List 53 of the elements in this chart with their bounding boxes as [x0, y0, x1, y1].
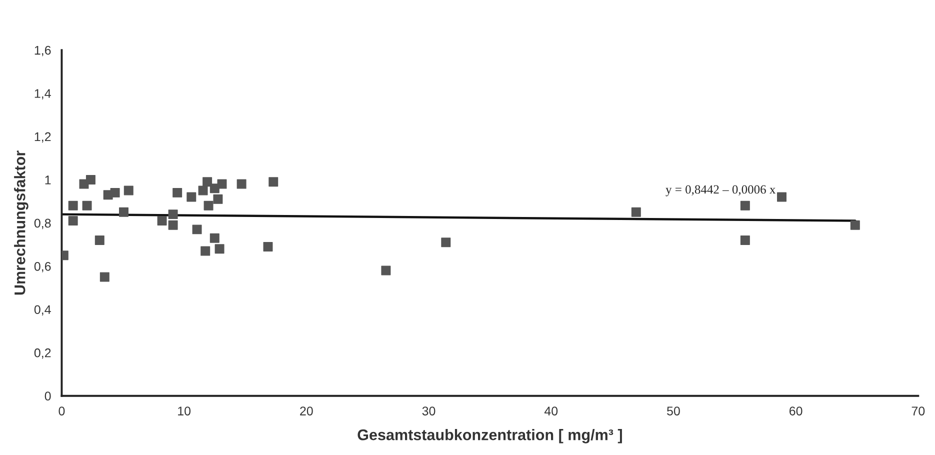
point: [441, 238, 451, 248]
point: [268, 177, 278, 187]
point: [124, 186, 134, 196]
x-tick-label: 30: [422, 406, 436, 416]
y-tick-label: 1,4: [34, 89, 51, 100]
point: [200, 246, 210, 256]
point: [186, 192, 196, 202]
point: [213, 194, 223, 204]
point: [68, 200, 78, 210]
annotation: y = 0,8442 – 0,0006 x: [666, 185, 776, 196]
point: [94, 236, 104, 245]
y-tick-label: 1,2: [34, 132, 51, 143]
y-axis-title: Umrechnungsfaktor: [14, 150, 28, 295]
point: [210, 233, 220, 243]
point: [381, 266, 391, 276]
point: [214, 244, 224, 254]
point: [204, 200, 214, 210]
y-tick-label: 0,8: [34, 218, 51, 230]
y-tick-label: 1: [45, 176, 51, 184]
point: [110, 188, 120, 198]
point: [631, 207, 641, 217]
point: [198, 186, 208, 196]
x-axis-title: Gesamtstaubkonzentration [ mg/m³ ]: [358, 429, 622, 444]
y-tick-label: 0: [44, 392, 51, 400]
point: [100, 272, 110, 282]
point: [68, 216, 78, 226]
point: [202, 177, 212, 187]
y-tick-label: 0,2: [34, 348, 51, 359]
point: [82, 200, 92, 210]
point: [777, 192, 786, 202]
point: [119, 207, 128, 217]
point: [236, 179, 246, 189]
point: [263, 242, 273, 252]
point: [740, 236, 750, 245]
point: [740, 200, 750, 210]
point: [168, 220, 178, 230]
point: [217, 179, 227, 189]
y-tick-label: 1,6: [34, 46, 51, 56]
y-tick-label: 0,6: [34, 262, 51, 272]
point: [192, 224, 202, 234]
point: [168, 210, 178, 220]
point: [172, 188, 182, 198]
point: [850, 220, 860, 230]
x-tick-label: 60: [790, 406, 802, 416]
x-tick-label: 0: [58, 406, 65, 416]
x-tick-label: 40: [544, 406, 558, 416]
x-tick-label: 10: [178, 406, 191, 416]
point: [86, 174, 96, 184]
y-tick-label: 0,4: [34, 305, 51, 316]
x-tick-label: 20: [300, 406, 313, 416]
point: [157, 216, 167, 226]
x-tick-label: 50: [667, 406, 680, 416]
x-tick-label: 70: [912, 406, 925, 416]
